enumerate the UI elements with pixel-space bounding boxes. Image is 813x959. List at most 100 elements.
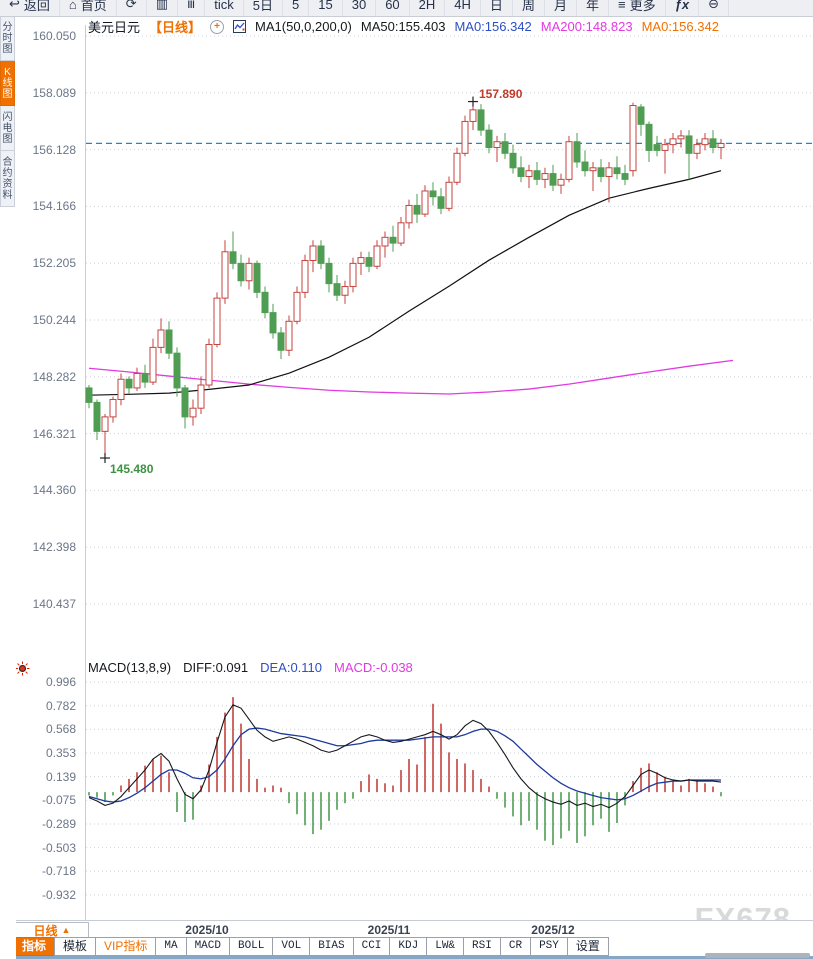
tab-settings[interactable]: 设置 [566, 937, 609, 956]
ma200-value-label: MA200:148.823 [540, 19, 633, 34]
crosshair-beacon-icon[interactable] [15, 661, 30, 681]
refresh-icon: ⟳ [125, 0, 137, 11]
home-button-label: 首页 [80, 0, 107, 13]
chart-title-bar: 美元日元 【日线】 + MA1(50,0,200,0) MA50:155.403… [88, 17, 719, 36]
candle-body [245, 262, 253, 282]
ma50-value-label: MA50:155.403 [360, 19, 446, 34]
candle-body [157, 329, 165, 348]
tab-psy[interactable]: PSY [530, 937, 568, 956]
candle-body [85, 387, 93, 403]
tab-vol[interactable]: VOL [272, 937, 311, 956]
candle-body [357, 257, 365, 264]
macd-axis-label: 0.782 [45, 698, 76, 713]
candle-body [189, 407, 197, 418]
tab-template[interactable]: 模板 [54, 937, 97, 956]
candle-body [661, 144, 669, 151]
candle-body [293, 291, 301, 322]
bottom-scrollbar-track[interactable] [0, 956, 813, 959]
dea-value-label: DEA:0.110 [260, 660, 323, 675]
interval-5-button[interactable]: 5 [283, 0, 310, 16]
x-axis-date-label: 2025/10 [185, 923, 229, 937]
candle-body [637, 106, 645, 125]
top-toolbar-items: ↩ 返回 ⌂ 首页 ⟳ ▥ ⅲ tick 5日 5 15 30 60 2H 4H 日周月年 ≡ 更多 ƒx ⊖ [0, 0, 813, 16]
tab-cr[interactable]: CR [499, 937, 532, 956]
interval-year-button[interactable]: 年 [577, 0, 609, 16]
interval-2h-button[interactable]: 2H [410, 0, 446, 16]
tab-vip-indicator[interactable]: VIP指标 [95, 937, 157, 956]
candle-body [101, 416, 109, 432]
sidebar-tab-kline-chart[interactable]: K线图 [0, 61, 15, 106]
candle-body [597, 167, 605, 177]
indicator-button[interactable]: ⅲ [178, 0, 206, 16]
candle-body [533, 170, 541, 180]
candle-body [717, 142, 725, 149]
more-button[interactable]: ≡ 更多 [609, 0, 666, 16]
price-axis-label: 152.205 [32, 256, 76, 271]
interval-tick-button[interactable]: tick [205, 0, 244, 16]
back-button[interactable]: ↩ 返回 [0, 0, 60, 16]
sidebar-tab-contract-info[interactable]: 合约资料 [0, 151, 15, 207]
candle-body [229, 251, 237, 264]
candle-body [181, 387, 189, 418]
sidebar-tab-time-chart[interactable]: 分时图 [0, 16, 15, 61]
interval-4h-button[interactable]: 4H [445, 0, 481, 16]
candle-body [325, 262, 333, 285]
macd-axis-label: -0.718 [41, 864, 76, 879]
tab-ma[interactable]: MA [155, 937, 187, 956]
candle-body [477, 109, 485, 131]
tab-rsi[interactable]: RSI [463, 937, 501, 956]
tab-lw[interactable]: LW& [426, 937, 465, 956]
line-chart-icon[interactable] [233, 20, 247, 33]
ma-settings-label: MA1(50,0,200,0) [255, 19, 352, 34]
interval-month-button[interactable]: 月 [545, 0, 577, 16]
interval-15-button[interactable]: 15 [309, 0, 343, 16]
macd-axis-label: 0.139 [45, 769, 76, 784]
macd-axis-label: -0.075 [41, 793, 76, 808]
refresh-button[interactable]: ⟳ [117, 0, 147, 16]
tab-bias[interactable]: BIAS [309, 937, 354, 956]
diff-value-label: DIFF:0.091 [183, 660, 249, 675]
price-axis-label: 146.321 [32, 426, 76, 441]
interval-week-button[interactable]: 周 [513, 0, 545, 16]
zoom-out-button[interactable]: ⊖ [699, 0, 729, 16]
tab-cci[interactable]: CCI [352, 937, 391, 956]
add-indicator-icon[interactable]: + [210, 19, 225, 34]
interval-60-button[interactable]: 60 [376, 0, 410, 16]
price-axis-label: 160.050 [32, 29, 76, 43]
interval-5day-button-label: 5日 [252, 0, 274, 13]
top-toolbar: ↩ 返回 ⌂ 首页 ⟳ ▥ ⅲ tick 5日 5 15 30 60 2H 4H 日周月年 ≡ 更多 ƒx ⊖ [0, 0, 813, 17]
tab-indicator[interactable]: 指标 [13, 937, 56, 956]
home-button[interactable]: ⌂ 首页 [60, 0, 117, 16]
tab-boll[interactable]: BOLL [228, 937, 274, 956]
tab-kdj[interactable]: KDJ [389, 937, 428, 956]
interval-5-button-label: 5 [292, 0, 300, 12]
price-axis-label: 142.398 [32, 540, 76, 555]
candle-body [621, 173, 629, 180]
candle-body [405, 204, 413, 224]
period-selector-button[interactable]: 日线 ▲ [15, 922, 89, 938]
bottom-scrollbar-thumb[interactable] [705, 953, 810, 958]
candle-body [565, 141, 573, 180]
tab-macd[interactable]: MACD [185, 937, 230, 956]
interval-5day-button[interactable]: 5日 [244, 0, 284, 16]
macd-settings-label: MACD(13,8,9) [88, 660, 172, 675]
interval-4h-button-label: 4H [454, 0, 471, 12]
x-axis-date-label: 2025/12 [531, 923, 575, 937]
candle-body [269, 312, 277, 334]
candle-body [373, 245, 381, 267]
candle-body [525, 170, 533, 177]
menu-icon: ≡ [617, 0, 626, 12]
ma0-orange-value-label: MA0:156.342 [641, 19, 719, 34]
candle-body [645, 123, 653, 151]
sidebar-tab-lightning-chart[interactable]: 闪电图 [0, 106, 15, 151]
interval-day-button[interactable]: 日 [481, 0, 513, 16]
candle-body [109, 399, 117, 418]
interval-30-button-label: 30 [351, 0, 367, 12]
interval-30-button[interactable]: 30 [343, 0, 377, 16]
back-button-label: 返回 [23, 0, 50, 13]
chart-style-button[interactable]: ▥ [147, 0, 178, 16]
time-axis-row: 日线 ▲ 2025/10 2025/11 2025/12 [14, 920, 813, 938]
fx-button[interactable]: ƒx [666, 0, 700, 16]
